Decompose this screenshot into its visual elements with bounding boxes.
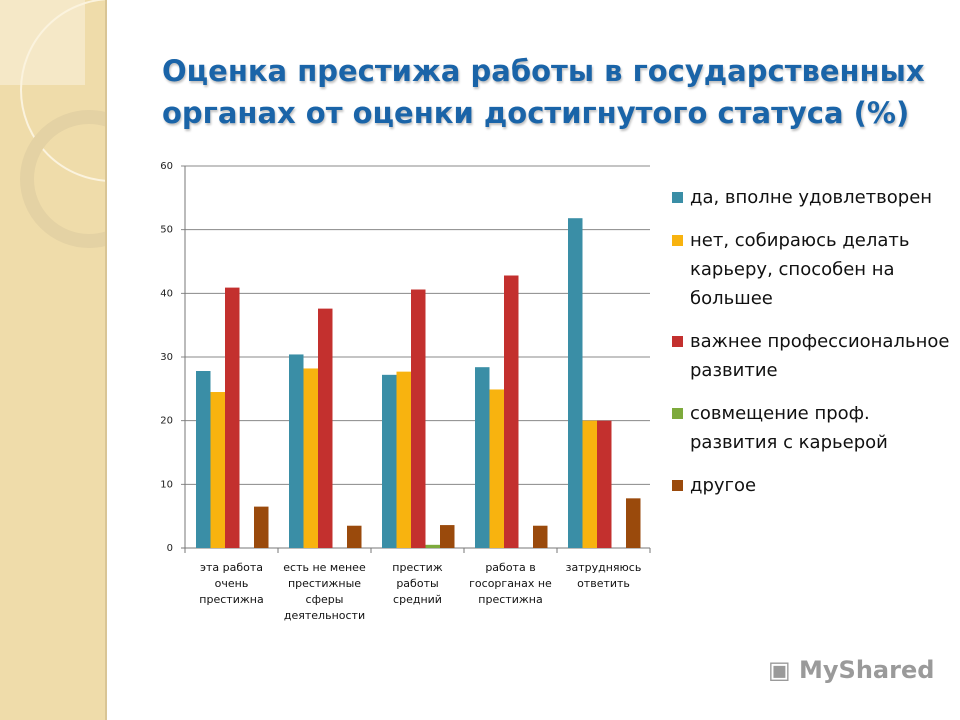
bar-4-3 (533, 525, 548, 548)
bar-3-2 (425, 544, 440, 548)
bar-2-0 (225, 287, 240, 548)
x-category-label: престиж работы средний (392, 561, 443, 606)
bar-0-0 (196, 371, 211, 548)
y-tick-label: 50 (160, 225, 173, 236)
slide-title: Оценка престижа работы в государственных… (162, 54, 925, 130)
x-category-label: есть не менее престижные сферы деятельно… (283, 561, 366, 622)
bar-1-2 (396, 371, 411, 548)
bar-4-1 (347, 525, 362, 548)
legend-swatch (672, 192, 683, 203)
bar-4-4 (626, 498, 641, 548)
bar-1-0 (210, 392, 225, 548)
x-category-label: затрудняюсь ответить (565, 561, 642, 590)
y-tick-label: 10 (160, 479, 173, 490)
legend-item: другое (672, 471, 952, 500)
bar-0-2 (382, 374, 397, 548)
bar-1-4 (582, 420, 597, 548)
legend-swatch (672, 235, 683, 246)
y-tick-label: 60 (160, 161, 173, 172)
legend: да, вполне удовлетворен нет, собираюсь де… (672, 183, 952, 514)
legend-item: нет, собираюсь делать карьеру, способен … (672, 226, 952, 313)
legend-label: совмещение проф. развития с карьерой (690, 403, 888, 453)
y-tick-label: 40 (160, 288, 173, 299)
legend-swatch (672, 408, 683, 419)
bar-0-1 (289, 354, 304, 548)
bar-4-0 (254, 506, 269, 548)
legend-item: важнее профессиональное развитие (672, 327, 952, 385)
legend-item: да, вполне удовлетворен (672, 183, 952, 212)
legend-label: да, вполне удовлетворен (690, 187, 933, 208)
y-tick-label: 20 (160, 416, 173, 427)
watermark-logo: ▣ MyShared (768, 656, 935, 684)
bar-0-4 (568, 218, 583, 548)
bar-4-2 (440, 525, 455, 548)
legend-label: другое (690, 475, 757, 496)
x-category-label: эта работа очень престижна (199, 561, 264, 606)
decorative-sidebar (0, 0, 107, 720)
y-tick-label: 30 (160, 352, 173, 363)
legend-swatch (672, 336, 683, 347)
bar-2-2 (411, 289, 426, 548)
x-category-label: работа в госорганах не престижна (469, 561, 552, 606)
legend-label: важнее профессиональное развитие (690, 331, 950, 381)
y-tick-label: 0 (167, 543, 173, 554)
legend-item: совмещение проф. развития с карьерой (672, 399, 952, 457)
bar-1-1 (303, 368, 318, 548)
bar-2-3 (504, 275, 519, 548)
watermark-text: MyShared (799, 656, 935, 684)
bar-1-3 (489, 389, 504, 548)
legend-label: нет, собираюсь делать карьеру, способен … (690, 230, 910, 309)
bar-0-3 (475, 367, 490, 548)
bar-2-4 (597, 420, 612, 548)
legend-swatch (672, 480, 683, 491)
bar-2-1 (318, 308, 333, 548)
